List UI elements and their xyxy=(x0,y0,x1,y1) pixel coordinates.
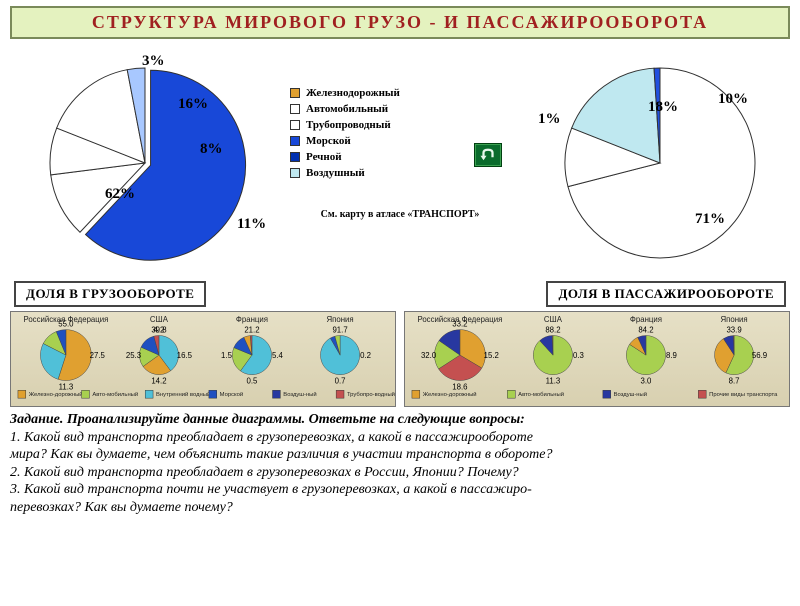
svg-text:16%: 16% xyxy=(178,96,208,112)
svg-text:10%: 10% xyxy=(718,91,748,107)
svg-text:55.0: 55.0 xyxy=(58,320,74,329)
svg-text:Трубопро-водный: Трубопро-водный xyxy=(347,391,395,398)
svg-text:21.2: 21.2 xyxy=(244,326,259,335)
mini-strips: Российская ФедерацияСШАФранцияЯпония55.0… xyxy=(0,307,800,409)
legend-item: Железнодорожный xyxy=(290,87,510,99)
legend-item: Автомобильный xyxy=(290,103,510,115)
svg-text:91.7: 91.7 xyxy=(332,326,347,335)
legend-label: Железнодорожный xyxy=(306,87,400,99)
svg-text:62%: 62% xyxy=(105,186,135,202)
legend-label: Речной xyxy=(306,151,342,163)
back-button[interactable] xyxy=(474,143,502,167)
svg-text:Внутренний водный: Внутренний водный xyxy=(156,391,210,398)
svg-text:Авто-мобильный: Авто-мобильный xyxy=(518,391,564,398)
svg-text:США: США xyxy=(544,315,563,324)
svg-text:Прочие виды транспорта: Прочие виды транспорта xyxy=(709,392,778,398)
center-column: Железнодорожный Автомобильный Трубопроводн… xyxy=(290,43,510,220)
svg-text:33.2: 33.2 xyxy=(452,320,467,329)
svg-text:11.3: 11.3 xyxy=(546,376,561,385)
passenger-label: ДОЛЯ В ПАССАЖИРООБОРОТЕ xyxy=(546,281,786,307)
svg-text:11%: 11% xyxy=(237,216,266,232)
svg-text:33.9: 33.9 xyxy=(726,326,741,335)
task-q3a: 3. Какой вид транспорта почти не участву… xyxy=(10,481,790,499)
charts-row: 62% 11% 8% 16% 3% Железнодорожный Автомобильн… xyxy=(0,43,800,283)
task-lead: Задание. Проанализируйте данные диаграмм… xyxy=(10,411,790,429)
svg-text:Морской: Морской xyxy=(220,391,244,398)
legend-swatch xyxy=(290,88,300,98)
svg-text:Авто-мобильный: Авто-мобильный xyxy=(92,391,138,398)
pie-freight: 62% 11% 8% 16% 3% xyxy=(10,43,290,283)
svg-text:32.0: 32.0 xyxy=(421,351,437,360)
svg-text:8.9: 8.9 xyxy=(666,351,677,360)
legend-swatch xyxy=(290,104,300,114)
sub-labels-row: ДОЛЯ В ГРУЗООБОРОТЕ ДОЛЯ В ПАССАЖИРООБОР… xyxy=(0,281,800,307)
svg-text:Франция: Франция xyxy=(630,315,662,324)
task-block: Задание. Проанализируйте данные диаграмм… xyxy=(0,409,800,520)
svg-text:США: США xyxy=(150,315,169,324)
task-q2: 2. Какой вид транспорта преобладает в гр… xyxy=(10,464,790,482)
svg-text:Япония: Япония xyxy=(720,315,747,324)
legend-item: Трубопроводный xyxy=(290,119,510,131)
svg-text:Железно-дорожный: Железно-дорожный xyxy=(29,391,83,398)
svg-text:27.5: 27.5 xyxy=(90,351,106,360)
svg-text:71%: 71% xyxy=(695,211,725,227)
svg-text:0.2: 0.2 xyxy=(360,351,371,360)
page-title: СТРУКТУРА МИРОВОГО ГРУЗО - И ПАССАЖИРООБ… xyxy=(10,6,790,39)
svg-text:4.2: 4.2 xyxy=(153,326,164,335)
svg-text:11.3: 11.3 xyxy=(59,382,74,391)
svg-text:1%: 1% xyxy=(538,111,561,127)
svg-text:56.9: 56.9 xyxy=(752,351,767,360)
atlas-note: См. карту в атласе «ТРАНСПОРТ» xyxy=(290,209,510,220)
svg-text:Япония: Япония xyxy=(326,315,353,324)
svg-text:Железно-дорожный: Железно-дорожный xyxy=(423,391,477,398)
legend-label: Автомобильный xyxy=(306,103,388,115)
svg-text:3.0: 3.0 xyxy=(641,376,653,385)
u-turn-icon xyxy=(479,148,497,162)
freight-label: ДОЛЯ В ГРУЗООБОРОТЕ xyxy=(14,281,206,307)
strip-left: Российская ФедерацияСШАФранцияЯпония55.0… xyxy=(10,311,396,407)
title-text: СТРУКТУРА МИРОВОГО ГРУЗО - И ПАССАЖИРООБ… xyxy=(92,12,708,32)
legend-label: Воздушный xyxy=(306,167,365,179)
svg-text:18%: 18% xyxy=(648,99,678,115)
task-q3b: перевозках? Как вы думаете почему? xyxy=(10,499,790,517)
svg-text:1.5: 1.5 xyxy=(221,351,233,360)
svg-text:88.2: 88.2 xyxy=(545,326,560,335)
svg-text:0.7: 0.7 xyxy=(335,376,346,385)
svg-text:Франция: Франция xyxy=(236,315,268,324)
task-q1a: 1. Какой вид транспорта преобладает в гр… xyxy=(10,429,790,447)
strip-right: Российская ФедерацияСШАФранцияЯпония33.2… xyxy=(404,311,790,407)
svg-text:3%: 3% xyxy=(142,53,165,69)
svg-text:Воздуш-ный: Воздуш-ный xyxy=(283,391,316,398)
legend-swatch xyxy=(290,152,300,162)
legend-label: Морской xyxy=(306,135,351,147)
svg-text:14.2: 14.2 xyxy=(151,376,166,385)
svg-text:25.3: 25.3 xyxy=(126,351,142,360)
svg-text:15.2: 15.2 xyxy=(484,351,499,360)
svg-text:Воздуш-ный: Воздуш-ный xyxy=(614,391,647,398)
svg-text:16.5: 16.5 xyxy=(177,351,193,360)
svg-text:84.2: 84.2 xyxy=(638,326,653,335)
legend-item: Воздушный xyxy=(290,167,510,179)
legend-swatch xyxy=(290,120,300,130)
svg-text:5.4: 5.4 xyxy=(272,351,284,360)
task-q1b: мира? Как вы думаете, чем объяснить таки… xyxy=(10,446,790,464)
svg-text:8.7: 8.7 xyxy=(729,376,740,385)
svg-text:8%: 8% xyxy=(200,141,223,157)
legend-label: Трубопроводный xyxy=(306,119,391,131)
pie-passenger: 71% 10% 18% 1% xyxy=(510,43,790,283)
svg-text:18.6: 18.6 xyxy=(452,382,468,391)
legend-swatch xyxy=(290,136,300,146)
svg-text:0.3: 0.3 xyxy=(573,351,585,360)
svg-text:0.5: 0.5 xyxy=(247,376,259,385)
legend-swatch xyxy=(290,168,300,178)
